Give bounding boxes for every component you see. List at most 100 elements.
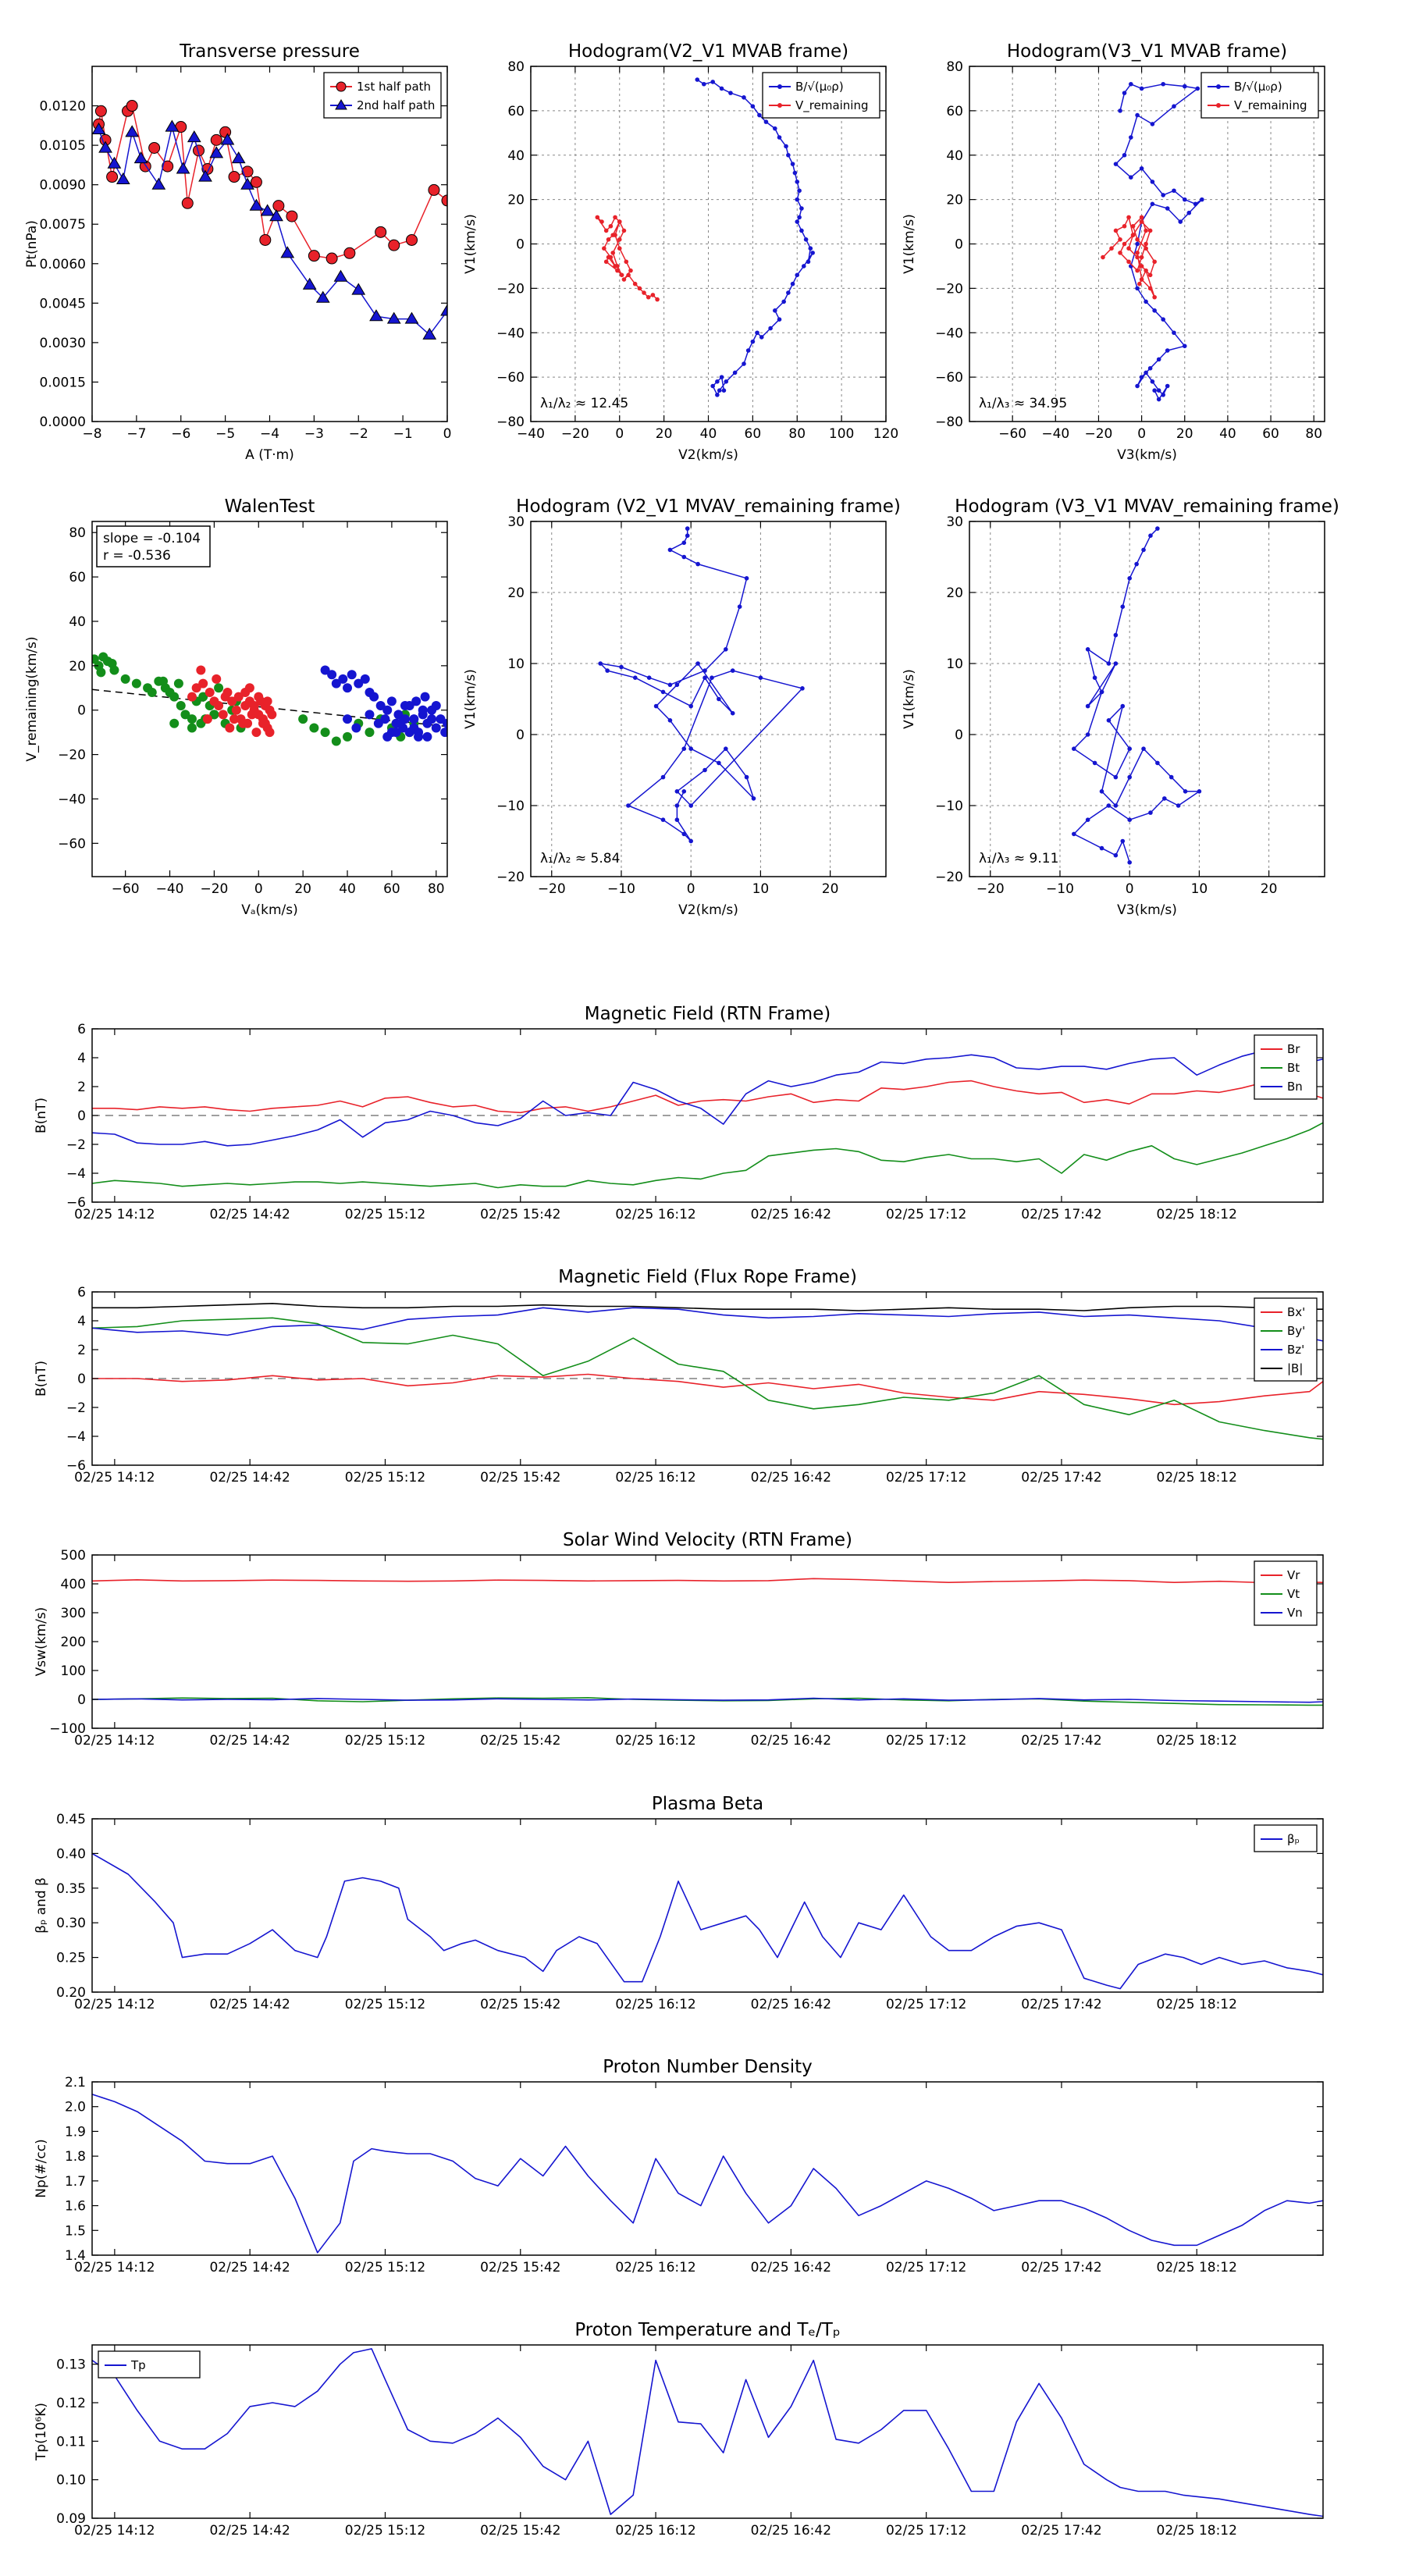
data-point: [619, 664, 624, 670]
annotation-text: λ₁/λ₂ ≈ 5.84: [540, 851, 620, 866]
data-point: [1178, 219, 1183, 224]
data-point: [1162, 796, 1167, 801]
x-tick-label: 0: [1137, 426, 1146, 442]
data-point: [369, 692, 379, 702]
x-tick-label: 02/25 18:12: [1157, 1997, 1237, 2012]
x-tick-label: −2: [349, 426, 368, 442]
plot-area: [1072, 526, 1202, 865]
x-tick-label: 0: [615, 426, 624, 442]
x-tick-label: −20: [538, 881, 566, 897]
data-point: [1182, 197, 1187, 202]
data-point: [613, 215, 617, 220]
x-tick-label: −20: [1085, 426, 1113, 442]
data-point: [1165, 206, 1170, 211]
series-v-remaining-line: [1102, 216, 1155, 298]
data-point: [757, 112, 762, 118]
data-point: [391, 728, 401, 738]
data-point: [209, 146, 224, 158]
data-point: [1129, 175, 1133, 180]
series-0-line: [92, 2094, 1323, 2254]
x-tick-label: 02/25 17:12: [886, 1997, 966, 2012]
data-point: [158, 676, 168, 686]
x-tick-label: 60: [1262, 426, 1279, 442]
data-point: [717, 388, 722, 393]
data-point: [619, 272, 624, 278]
x-tick-label: 02/25 16:12: [615, 1470, 695, 1485]
series-0-line: [599, 528, 803, 842]
data-point: [169, 718, 180, 728]
legend-marker: [335, 99, 347, 110]
data-point: [360, 674, 370, 684]
data-point: [1127, 746, 1132, 751]
data-point: [674, 803, 680, 808]
data-point: [606, 237, 611, 242]
data-point: [404, 701, 414, 711]
y-tick-label: 0.0090: [40, 178, 86, 194]
chart-title: Magnetic Field (Flux Rope Frame): [558, 1267, 857, 1287]
y-tick-label: 2: [77, 1343, 86, 1358]
x-tick-label: 02/25 17:42: [1021, 1997, 1101, 2012]
data-point: [218, 710, 228, 720]
x-tick-label: 02/25 15:42: [480, 2523, 560, 2539]
series-bn: [92, 1050, 1323, 1147]
data-point: [763, 119, 769, 124]
data-point: [632, 281, 638, 286]
series-vn: [92, 1697, 1323, 1703]
data-point: [617, 237, 622, 242]
data-point: [1172, 104, 1176, 109]
data-point: [806, 259, 811, 265]
data-point: [331, 678, 341, 688]
y-tick-label: −6: [66, 1195, 86, 1211]
data-point: [262, 696, 272, 706]
data-point: [181, 197, 194, 209]
chart-hodo2: −60 −40 −20 0 20 40 60 80 −80 −60 −40 −20 0 20 40 60 80 H…: [902, 41, 1325, 463]
data-point: [681, 540, 687, 546]
y-tick-label: 0.0030: [40, 336, 86, 351]
plot-area: [92, 1303, 1323, 1440]
data-point: [107, 156, 122, 169]
data-point: [1120, 703, 1126, 709]
y-tick-label: −100: [49, 1721, 86, 1737]
data-point: [375, 701, 386, 711]
x-tick-label: −60: [998, 426, 1026, 442]
y-tick-label: 2.1: [65, 2075, 86, 2090]
x-tick-label: 120: [873, 426, 898, 442]
chart-title: Hodogram(V2_V1 MVAB frame): [568, 41, 848, 62]
data-point: [404, 311, 419, 324]
chart-title: Proton Number Density: [603, 2057, 813, 2077]
legend-marker: [777, 84, 782, 89]
y-tick-label: 40: [507, 148, 525, 164]
legend-box: [1254, 1824, 1318, 1852]
data-point: [214, 683, 224, 693]
data-point: [742, 361, 746, 366]
x-tick-label: −10: [607, 881, 635, 897]
data-point: [667, 682, 673, 688]
data-point: [1118, 237, 1122, 242]
x-tick-label: 02/25 17:12: [886, 1470, 966, 1485]
series---line: [92, 1852, 1323, 1990]
x-tick-label: 02/25 15:42: [480, 1997, 560, 2012]
data-point: [1135, 241, 1140, 247]
y-tick-label: −10: [935, 799, 963, 814]
chart-title: Hodogram (V3_V1 MVAV_remaining frame): [955, 496, 1339, 517]
y-tick-label: 80: [69, 525, 86, 541]
x-tick-label: 02/25 16:12: [615, 2260, 695, 2275]
data-point: [1144, 268, 1148, 273]
y-tick-label: −20: [58, 748, 86, 763]
data-point: [92, 122, 106, 134]
y-tick-label: 0.12: [56, 2396, 86, 2411]
data-point: [1147, 286, 1153, 291]
data-point: [125, 125, 140, 137]
data-point: [94, 105, 107, 117]
y-tick-label: 0.10: [56, 2473, 86, 2489]
data-point: [1161, 317, 1165, 322]
x-tick-label: 02/25 17:12: [886, 2523, 966, 2539]
data-point: [369, 309, 383, 322]
data-point: [1113, 228, 1119, 233]
legend-label: By': [1287, 1324, 1305, 1338]
data-point: [411, 696, 422, 706]
x-tick-label: −1: [393, 426, 413, 442]
series--: [92, 1852, 1323, 1990]
x-tick-label: −6: [171, 426, 190, 442]
legend: Bx' By' Bz' |B|: [1254, 1297, 1318, 1382]
